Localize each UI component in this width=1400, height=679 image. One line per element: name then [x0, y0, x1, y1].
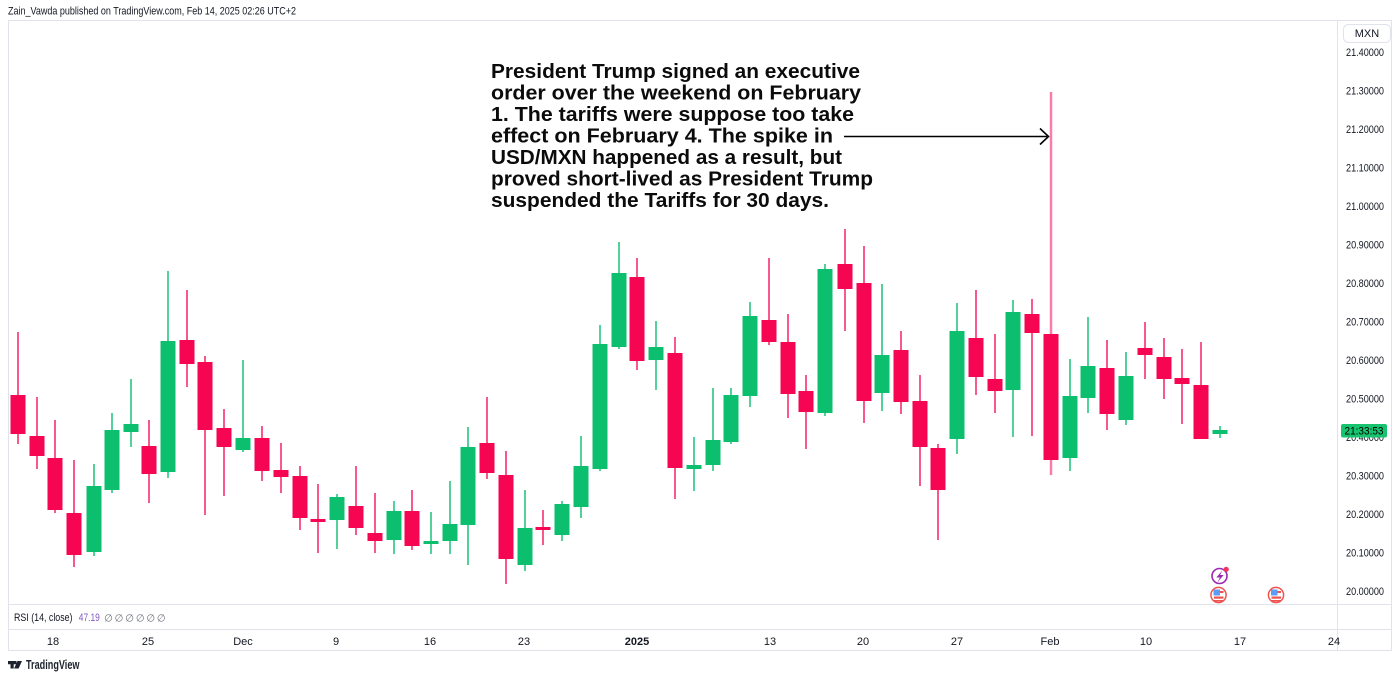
svg-text:18: 18 [47, 636, 59, 648]
svg-text:Zain_Vawda published on Tradin: Zain_Vawda published on TradingView.com,… [8, 6, 296, 18]
svg-text:21.00000: 21.00000 [1346, 201, 1384, 213]
svg-text:∅: ∅ [125, 614, 134, 625]
svg-text:proved short-lived as Presiden: proved short-lived as President Trump [491, 169, 873, 191]
svg-text:17: 17 [1234, 636, 1246, 648]
svg-text:47.19: 47.19 [79, 612, 100, 624]
svg-text:21.30000: 21.30000 [1346, 85, 1384, 97]
svg-text:∅: ∅ [157, 614, 166, 625]
svg-text:20.60000: 20.60000 [1346, 355, 1384, 367]
svg-text:21.20000: 21.20000 [1346, 124, 1384, 136]
svg-text:13: 13 [764, 636, 776, 648]
svg-text:9: 9 [333, 636, 339, 648]
svg-text:USD/MXN happened as a result,: USD/MXN happened as a result, but [491, 147, 842, 169]
svg-text:21:33:53: 21:33:53 [1345, 426, 1384, 438]
svg-text:27: 27 [951, 636, 963, 648]
svg-text:25: 25 [142, 636, 154, 648]
svg-text:RSI (14, close): RSI (14, close) [14, 612, 73, 624]
svg-text:20: 20 [857, 636, 869, 648]
svg-text:20.80000: 20.80000 [1346, 278, 1384, 290]
svg-text:20.30000: 20.30000 [1346, 470, 1384, 482]
svg-text:20.90000: 20.90000 [1346, 239, 1384, 251]
svg-text:∅: ∅ [104, 614, 113, 625]
svg-text:16: 16 [424, 636, 436, 648]
svg-text:1. The tariffs were suppose to: 1. The tariffs were suppose too take [491, 104, 854, 126]
svg-text:20.50000: 20.50000 [1346, 393, 1384, 405]
svg-text:effect on February 4. The spik: effect on February 4. The spike in [491, 126, 833, 148]
svg-text:20.20000: 20.20000 [1346, 509, 1384, 521]
svg-text:∅: ∅ [115, 614, 124, 625]
svg-text:∅: ∅ [136, 614, 145, 625]
svg-text:Dec: Dec [233, 636, 253, 648]
svg-text:Feb: Feb [1041, 636, 1060, 648]
svg-text:23: 23 [518, 636, 530, 648]
svg-text:20.00000: 20.00000 [1346, 586, 1384, 598]
svg-text:MXN: MXN [1355, 28, 1380, 40]
svg-text:2025: 2025 [625, 636, 649, 648]
svg-text:∅: ∅ [146, 614, 155, 625]
svg-text:24: 24 [1328, 636, 1340, 648]
svg-text:21.10000: 21.10000 [1346, 162, 1384, 174]
svg-text:President Trump signed an exec: President Trump signed an executive [491, 61, 860, 83]
svg-text:suspended the Tariffs for 30 d: suspended the Tariffs for 30 days. [491, 190, 829, 212]
svg-text:TradingView: TradingView [26, 658, 80, 672]
svg-text:order over the weekend on Febr: order over the weekend on February [491, 83, 862, 105]
svg-text:10: 10 [1140, 636, 1152, 648]
svg-text:21.40000: 21.40000 [1346, 47, 1384, 59]
svg-text:20.70000: 20.70000 [1346, 316, 1384, 328]
svg-text:20.10000: 20.10000 [1346, 547, 1384, 559]
